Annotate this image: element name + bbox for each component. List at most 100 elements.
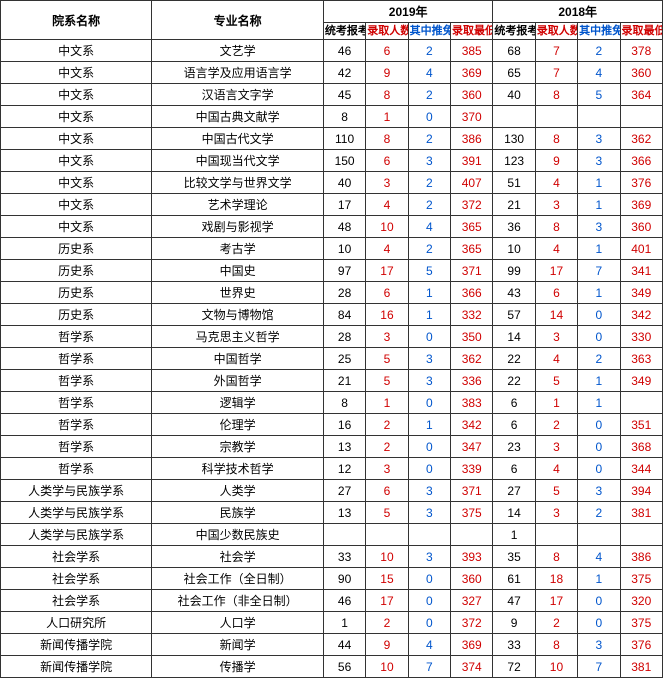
cell-dept: 新闻传播学院 bbox=[1, 656, 152, 678]
table-row: 社会学系社会工作（全日制）9015036061181375 bbox=[1, 568, 663, 590]
cell-applicants-2018: 33 bbox=[493, 634, 535, 656]
cell-dept: 中文系 bbox=[1, 84, 152, 106]
cell-applicants-2018: 27 bbox=[493, 480, 535, 502]
table-row: 历史系世界史28613664361349 bbox=[1, 282, 663, 304]
cell-applicants-2018: 47 bbox=[493, 590, 535, 612]
cell-recommended-2019: 4 bbox=[408, 634, 450, 656]
header-applicants-2018: 统考报考人数 bbox=[493, 23, 535, 40]
cell-admitted-2018: 5 bbox=[535, 480, 577, 502]
cell-recommended-2019: 1 bbox=[408, 282, 450, 304]
table-row: 历史系考古学10423651041401 bbox=[1, 238, 663, 260]
cell-admitted-2018: 3 bbox=[535, 436, 577, 458]
cell-applicants-2018: 14 bbox=[493, 502, 535, 524]
cell-major: 人类学 bbox=[152, 480, 324, 502]
cell-admitted-2019: 2 bbox=[366, 414, 408, 436]
cell-major: 世界史 bbox=[152, 282, 324, 304]
cell-dept: 哲学系 bbox=[1, 348, 152, 370]
cell-admitted-2019: 5 bbox=[366, 502, 408, 524]
cell-recommended-2018: 2 bbox=[578, 502, 620, 524]
cell-recommended-2019: 3 bbox=[408, 502, 450, 524]
cell-major: 戏剧与影视学 bbox=[152, 216, 324, 238]
cell-minscore-2019: 366 bbox=[451, 282, 493, 304]
cell-major: 文艺学 bbox=[152, 40, 324, 62]
cell-minscore-2018: 369 bbox=[620, 194, 662, 216]
header-year-2018: 2018年 bbox=[493, 1, 663, 23]
cell-admitted-2019: 10 bbox=[366, 546, 408, 568]
cell-recommended-2018: 0 bbox=[578, 436, 620, 458]
cell-major: 社会学 bbox=[152, 546, 324, 568]
cell-minscore-2018: 381 bbox=[620, 502, 662, 524]
cell-minscore-2018: 376 bbox=[620, 634, 662, 656]
cell-recommended-2018: 5 bbox=[578, 84, 620, 106]
cell-applicants-2019: 25 bbox=[323, 348, 365, 370]
cell-admitted-2019: 5 bbox=[366, 370, 408, 392]
cell-minscore-2018: 344 bbox=[620, 458, 662, 480]
cell-admitted-2018: 10 bbox=[535, 656, 577, 678]
cell-dept: 新闻传播学院 bbox=[1, 634, 152, 656]
cell-recommended-2019: 2 bbox=[408, 40, 450, 62]
cell-applicants-2018: 1 bbox=[493, 524, 535, 546]
cell-applicants-2019: 56 bbox=[323, 656, 365, 678]
cell-admitted-2019: 6 bbox=[366, 282, 408, 304]
cell-recommended-2018: 1 bbox=[578, 172, 620, 194]
cell-admitted-2019: 1 bbox=[366, 106, 408, 128]
cell-minscore-2019: 339 bbox=[451, 458, 493, 480]
cell-admitted-2018: 14 bbox=[535, 304, 577, 326]
cell-recommended-2018: 3 bbox=[578, 128, 620, 150]
cell-minscore-2019: 342 bbox=[451, 414, 493, 436]
cell-dept: 中文系 bbox=[1, 106, 152, 128]
cell-admitted-2018: 4 bbox=[535, 238, 577, 260]
table-row: 中文系艺术学理论17423722131369 bbox=[1, 194, 663, 216]
cell-recommended-2019: 0 bbox=[408, 436, 450, 458]
cell-applicants-2018: 22 bbox=[493, 348, 535, 370]
cell-admitted-2018: 8 bbox=[535, 128, 577, 150]
cell-minscore-2018: 360 bbox=[620, 216, 662, 238]
cell-recommended-2018: 1 bbox=[578, 282, 620, 304]
cell-admitted-2019: 16 bbox=[366, 304, 408, 326]
cell-admitted-2018: 4 bbox=[535, 172, 577, 194]
cell-admitted-2018: 5 bbox=[535, 370, 577, 392]
cell-recommended-2019: 0 bbox=[408, 612, 450, 634]
cell-minscore-2018: 378 bbox=[620, 40, 662, 62]
cell-recommended-2018: 2 bbox=[578, 40, 620, 62]
cell-minscore-2018: 375 bbox=[620, 568, 662, 590]
cell-minscore-2018 bbox=[620, 106, 662, 128]
cell-minscore-2018: 363 bbox=[620, 348, 662, 370]
cell-major: 比较文学与世界文学 bbox=[152, 172, 324, 194]
cell-minscore-2018: 386 bbox=[620, 546, 662, 568]
cell-applicants-2019: 8 bbox=[323, 106, 365, 128]
cell-minscore-2019: 386 bbox=[451, 128, 493, 150]
cell-recommended-2019: 0 bbox=[408, 568, 450, 590]
cell-admitted-2018: 8 bbox=[535, 546, 577, 568]
cell-applicants-2018: 65 bbox=[493, 62, 535, 84]
cell-major: 民族学 bbox=[152, 502, 324, 524]
cell-applicants-2019: 28 bbox=[323, 326, 365, 348]
cell-dept: 中文系 bbox=[1, 172, 152, 194]
cell-minscore-2018: 381 bbox=[620, 656, 662, 678]
cell-admitted-2019: 2 bbox=[366, 436, 408, 458]
cell-minscore-2018: 360 bbox=[620, 62, 662, 84]
table-row: 新闻传播学院新闻学44943693383376 bbox=[1, 634, 663, 656]
cell-minscore-2019: 362 bbox=[451, 348, 493, 370]
cell-applicants-2019: 42 bbox=[323, 62, 365, 84]
cell-dept: 哲学系 bbox=[1, 414, 152, 436]
cell-minscore-2019: 347 bbox=[451, 436, 493, 458]
cell-admitted-2019: 2 bbox=[366, 612, 408, 634]
cell-applicants-2019: 16 bbox=[323, 414, 365, 436]
cell-applicants-2018: 14 bbox=[493, 326, 535, 348]
cell-recommended-2018: 0 bbox=[578, 612, 620, 634]
cell-major: 科学技术哲学 bbox=[152, 458, 324, 480]
cell-major: 外国哲学 bbox=[152, 370, 324, 392]
table-row: 哲学系伦理学1621342620351 bbox=[1, 414, 663, 436]
cell-applicants-2019: 45 bbox=[323, 84, 365, 106]
cell-applicants-2018: 23 bbox=[493, 436, 535, 458]
cell-applicants-2018: 130 bbox=[493, 128, 535, 150]
cell-dept: 社会学系 bbox=[1, 590, 152, 612]
cell-admitted-2018: 4 bbox=[535, 348, 577, 370]
cell-minscore-2019: 371 bbox=[451, 260, 493, 282]
cell-major: 宗教学 bbox=[152, 436, 324, 458]
cell-admitted-2018: 17 bbox=[535, 260, 577, 282]
cell-minscore-2019: 372 bbox=[451, 194, 493, 216]
table-row: 中文系中国古典文献学810370 bbox=[1, 106, 663, 128]
cell-recommended-2018: 7 bbox=[578, 656, 620, 678]
